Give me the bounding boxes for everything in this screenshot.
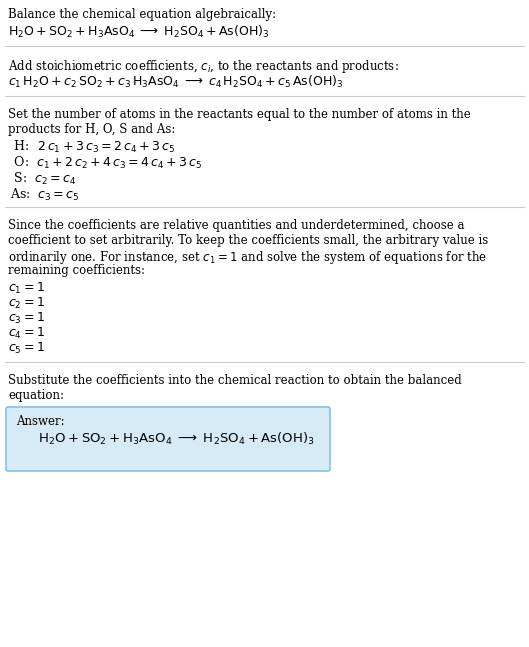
Text: $c_5 = 1$: $c_5 = 1$ — [8, 341, 45, 356]
Text: $c_2 = 1$: $c_2 = 1$ — [8, 296, 45, 311]
Text: equation:: equation: — [8, 389, 64, 402]
Text: Answer:: Answer: — [16, 415, 65, 428]
Text: $c_3 = 1$: $c_3 = 1$ — [8, 311, 45, 326]
Text: Substitute the coefficients into the chemical reaction to obtain the balanced: Substitute the coefficients into the che… — [8, 374, 462, 387]
Text: O:  $c_1 + 2\,c_2 + 4\,c_3 = 4\,c_4 + 3\,c_5$: O: $c_1 + 2\,c_2 + 4\,c_3 = 4\,c_4 + 3\,… — [10, 155, 203, 171]
Text: $c_1\,\mathrm{H_2O} + c_2\,\mathrm{SO_2} + c_3\,\mathrm{H_3AsO_4} \;\longrightar: $c_1\,\mathrm{H_2O} + c_2\,\mathrm{SO_2}… — [8, 74, 343, 90]
Text: S:  $c_2 = c_4$: S: $c_2 = c_4$ — [10, 171, 77, 187]
Text: As:  $c_3 = c_5$: As: $c_3 = c_5$ — [10, 187, 79, 203]
Text: $c_1 = 1$: $c_1 = 1$ — [8, 281, 45, 296]
Text: Since the coefficients are relative quantities and underdetermined, choose a: Since the coefficients are relative quan… — [8, 219, 464, 232]
Text: Balance the chemical equation algebraically:: Balance the chemical equation algebraica… — [8, 8, 276, 21]
Text: remaining coefficients:: remaining coefficients: — [8, 264, 145, 277]
Text: $\mathrm{H_2O + SO_2 + H_3AsO_4 \;\longrightarrow\; H_2SO_4 + As(OH)_3}$: $\mathrm{H_2O + SO_2 + H_3AsO_4 \;\longr… — [38, 431, 315, 447]
Text: Add stoichiometric coefficients, $c_i$, to the reactants and products:: Add stoichiometric coefficients, $c_i$, … — [8, 58, 399, 75]
Text: ordinarily one. For instance, set $c_1 = 1$ and solve the system of equations fo: ordinarily one. For instance, set $c_1 =… — [8, 249, 487, 266]
Text: products for H, O, S and As:: products for H, O, S and As: — [8, 123, 176, 136]
FancyBboxPatch shape — [6, 407, 330, 471]
Text: $\mathrm{H_2O + SO_2 + H_3AsO_4 \;\longrightarrow\; H_2SO_4 + As(OH)_3}$: $\mathrm{H_2O + SO_2 + H_3AsO_4 \;\longr… — [8, 24, 269, 40]
Text: $c_4 = 1$: $c_4 = 1$ — [8, 326, 45, 341]
Text: Set the number of atoms in the reactants equal to the number of atoms in the: Set the number of atoms in the reactants… — [8, 108, 471, 121]
Text: H:  $2\,c_1 + 3\,c_3 = 2\,c_4 + 3\,c_5$: H: $2\,c_1 + 3\,c_3 = 2\,c_4 + 3\,c_5$ — [10, 139, 175, 155]
Text: coefficient to set arbitrarily. To keep the coefficients small, the arbitrary va: coefficient to set arbitrarily. To keep … — [8, 234, 488, 247]
